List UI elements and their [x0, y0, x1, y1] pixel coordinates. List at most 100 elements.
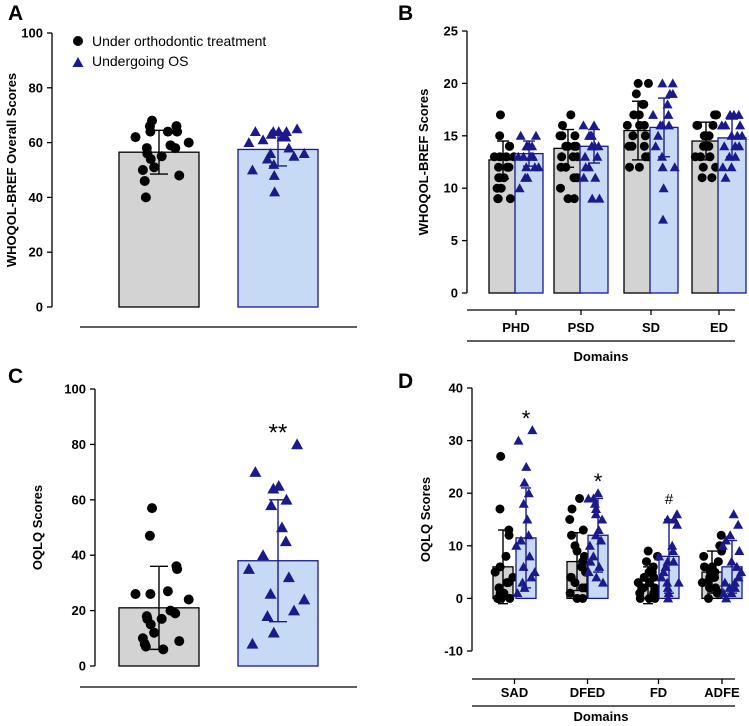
panel-b-point-ortho: [633, 78, 643, 88]
panel-b-point-os: [726, 162, 737, 172]
panel-c-significance-label: **: [269, 419, 288, 446]
panel-d-point-os: [731, 561, 742, 571]
panel-c-y-tick-label: 60: [72, 492, 86, 507]
panel-a-bar-os: [237, 148, 319, 308]
panel-d-y-tick-label: 10: [449, 538, 463, 553]
panel-a-point-ortho: [183, 137, 194, 148]
panel-b-point-os: [667, 88, 678, 98]
panel-d-point-os: [721, 593, 732, 603]
panel-d-significance-label: *: [594, 469, 603, 494]
panel-c-point-ortho: [147, 503, 158, 514]
panel-a-point-ortho: [170, 143, 181, 154]
panel-b-y-tick-label: 10: [444, 181, 458, 196]
panel-b-point-ortho: [629, 110, 639, 120]
panel-d-significance-label: *: [522, 406, 531, 431]
panel-b-point-ortho: [641, 152, 651, 162]
panel-c-point-ortho: [130, 588, 141, 599]
panel-d-point-os: [656, 572, 667, 582]
panel-b-point-ortho: [628, 131, 638, 141]
panel-b-point-os: [669, 162, 680, 172]
panel-b-point-os: [733, 109, 744, 119]
panel-d-point-ortho: [496, 451, 506, 461]
panel-b-point-os: [648, 109, 659, 119]
panel-b-bar-ortho-psd: [553, 147, 583, 294]
panel-c-point-os: [288, 604, 301, 616]
panel-c-point-ortho: [174, 636, 185, 647]
panel-c-point-os: [264, 587, 277, 599]
panel-b-point-ortho: [707, 173, 717, 183]
panel-b-point-os: [725, 109, 736, 119]
legend-label-ortho: Under orthodontic treatment: [92, 33, 266, 49]
panel-b-point-os: [716, 120, 727, 130]
panel-d-category-label: ADFE: [704, 685, 740, 700]
panel-c-y-axis-label: OQLQ Scores: [30, 485, 45, 570]
panel-d-point-os: [719, 577, 730, 587]
panel-b-chart: B 0 5 10 15 20 25 WHOQOL-BREF Scores PHD PSD SD ED…: [398, 2, 748, 364]
panel-c-point-os: [267, 482, 280, 494]
panel-d-point-ortho: [697, 578, 707, 588]
panel-b-point-ortho: [556, 183, 566, 193]
panel-d-point-os: [667, 540, 678, 550]
panel-b-point-os: [657, 78, 668, 88]
panel-a-point-os: [257, 134, 269, 145]
panel-d-chart: D -10 0 10 20 30 40 OQLQ Scores SAD DFED FD ADFE Do…: [398, 370, 747, 724]
panel-c-point-ortho: [162, 586, 173, 597]
panel-c-point-ortho: [140, 641, 151, 652]
panel-d-y-tick-label: 40: [449, 381, 463, 396]
panel-c-y-tick-label: 0: [79, 659, 86, 674]
panel-b-point-ortho: [690, 152, 700, 162]
panel-b-point-ortho: [569, 194, 579, 204]
panel-b-y-tick-label: 0: [451, 286, 458, 301]
panel-c-point-os: [282, 571, 295, 583]
panel-b-point-os: [530, 130, 541, 140]
panel-b-point-ortho: [493, 194, 503, 204]
panel-d-y-tick-label: 20: [449, 486, 463, 501]
panel-d-point-os: [522, 514, 533, 524]
panel-b-point-os: [578, 172, 589, 182]
panel-b-point-os: [667, 78, 678, 88]
panel-c-y-tick-label: 20: [72, 603, 86, 618]
panel-d-point-ortho: [699, 562, 709, 572]
panel-a-point-os: [246, 164, 258, 175]
panel-a-chart: A 0 20 40 60 80 100 WHOQOL-BREF Overall Scores…: [4, 2, 357, 328]
panel-b-point-ortho: [505, 141, 515, 151]
panel-d-point-os: [668, 556, 679, 566]
panel-c-y-tick-label: 80: [72, 437, 86, 452]
panel-a-point-os: [283, 142, 295, 153]
panel-b-point-os: [580, 162, 591, 172]
panel-c-point-ortho: [145, 588, 156, 599]
panel-b-point-os: [527, 151, 538, 161]
panel-d-point-os: [597, 577, 608, 587]
panel-a-y-tick-label: 100: [21, 26, 43, 41]
panel-d-point-os: [673, 577, 684, 587]
panel-d-point-os: [734, 546, 745, 556]
panel-b-point-ortho: [569, 141, 579, 151]
panel-c-point-ortho: [149, 627, 160, 638]
panel-c-point-ortho: [170, 608, 181, 619]
panel-b-y-tick-label: 25: [444, 24, 458, 39]
panel-d-point-ortho: [501, 551, 511, 561]
panel-b-point-ortho: [712, 110, 722, 120]
panel-b-point-ortho: [494, 162, 504, 172]
panel-c-letter: C: [8, 365, 23, 388]
panel-b-point-os: [719, 141, 730, 151]
panel-b-bar-os-ed: [717, 137, 747, 294]
panel-d-point-os: [668, 546, 679, 556]
panel-d-point-ortho: [570, 578, 580, 588]
panel-d-y-tick-label: 30: [449, 433, 463, 448]
panel-b-point-ortho: [624, 162, 634, 172]
panel-c-point-os: [257, 549, 270, 560]
panel-d-category-label: DFED: [570, 685, 605, 700]
panel-d-letter: D: [398, 370, 413, 393]
panel-d-y-axis-label: OQLQ Scores: [418, 477, 433, 562]
panel-a-y-tick-label: 0: [36, 300, 43, 315]
panel-b-x-axis-label: Domains: [574, 349, 629, 364]
panel-b-category-label: ED: [710, 320, 728, 335]
panel-b-point-ortho: [505, 194, 515, 204]
panel-c-point-os: [242, 563, 255, 574]
panel-a-point-os: [261, 153, 273, 164]
panel-b-point-ortho: [704, 131, 714, 141]
panel-d-point-ortho: [495, 504, 505, 514]
panel-b-point-os: [657, 214, 668, 224]
